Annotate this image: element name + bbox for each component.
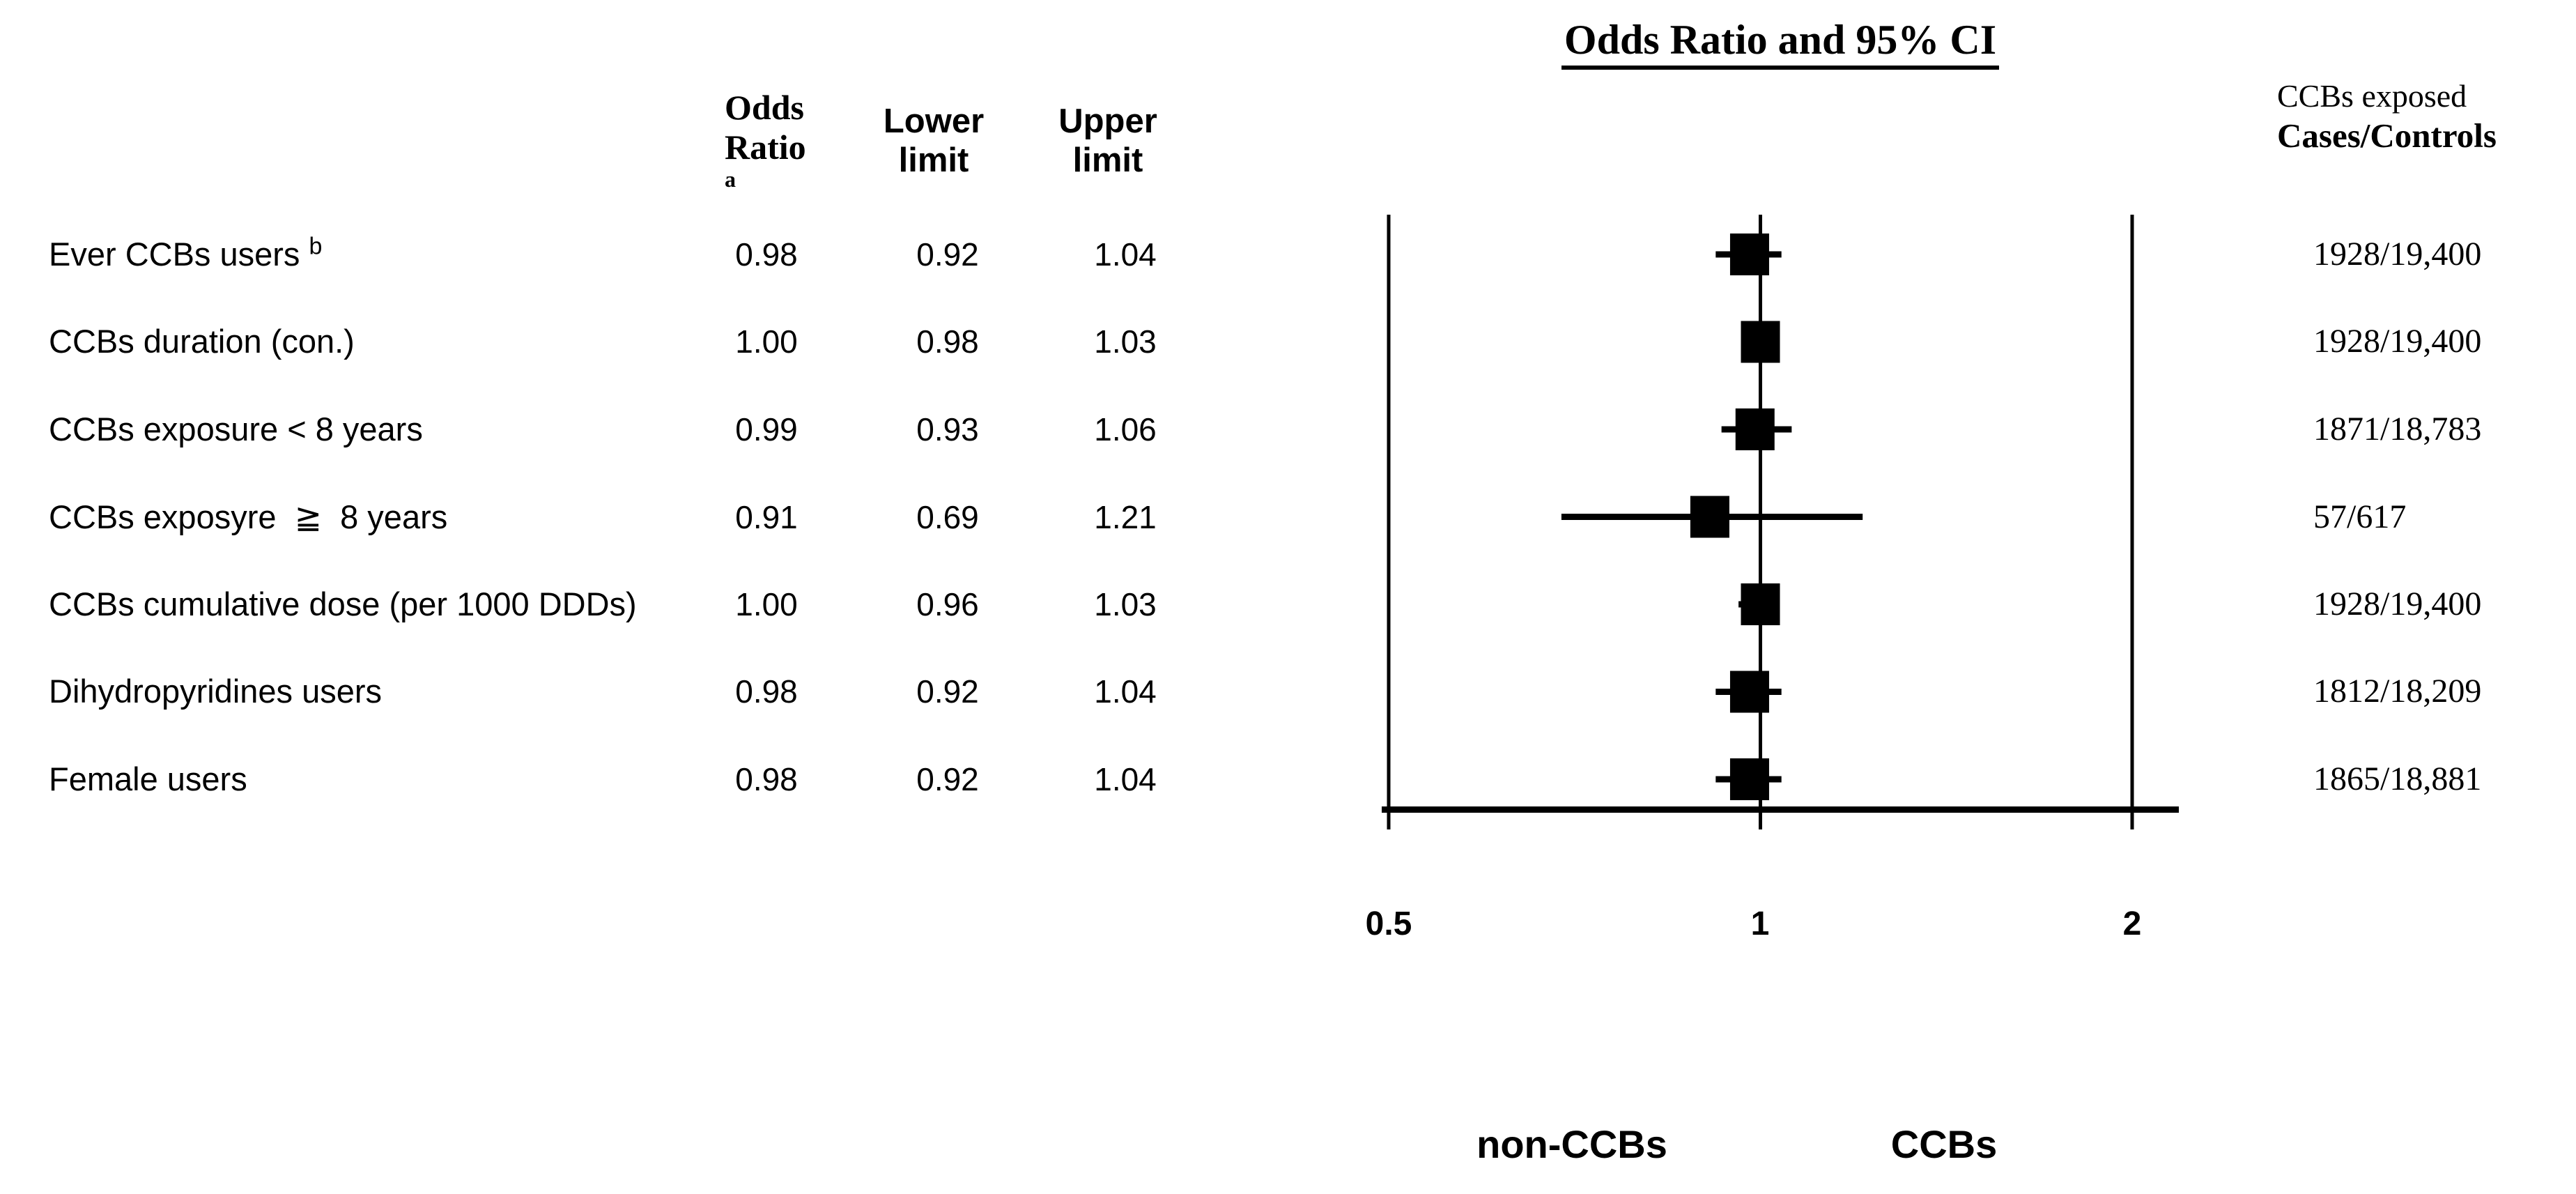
lower-limit-value: 0.93	[916, 411, 979, 447]
point-estimate-marker	[1741, 583, 1780, 625]
ci-whisker	[1715, 776, 1782, 783]
ci-whisker	[1749, 339, 1777, 345]
cases-controls-value: 1928/19,400	[2313, 236, 2482, 273]
point-estimate-marker	[1729, 234, 1769, 275]
axis-rule-2	[2130, 215, 2134, 829]
ci-whisker	[1561, 514, 1863, 520]
row-label: Dihydropyridines users	[49, 673, 383, 710]
ci-whisker	[1715, 251, 1782, 258]
ci-whisker	[1715, 689, 1782, 695]
cases-controls-value: 1865/18,881	[2313, 760, 2482, 797]
odds-ratio-value: 0.98	[735, 761, 798, 797]
upper-limit-column-header: Upper limit	[1058, 102, 1157, 179]
x-axis-line	[1382, 806, 2179, 813]
cases-controls-value: 57/617	[2313, 498, 2407, 535]
figure-title: Odds Ratio and 95% CI	[1561, 17, 2000, 70]
lower-limit-value: 0.92	[916, 761, 979, 797]
point-estimate-marker	[1735, 408, 1775, 450]
ci-whisker	[1738, 601, 1777, 608]
row-label: CCBs cumulative dose (per 1000 DDDs)	[49, 585, 637, 622]
figure-title-wrap: Odds Ratio and 95% CI	[1463, 17, 2097, 70]
footnote-marker-b: b	[309, 233, 323, 260]
cases-controls-value: 1928/19,400	[2313, 585, 2482, 622]
group-label-non-ccbs: non-CCBs	[1476, 1122, 1667, 1166]
odds-ratio-value: 0.98	[735, 673, 798, 710]
ci-whisker	[1721, 426, 1792, 433]
point-estimate-marker	[1741, 321, 1780, 363]
upper-limit-value: 1.03	[1094, 586, 1157, 622]
row-label: CCBs duration (con.)	[49, 323, 355, 360]
lower-limit-value: 0.98	[916, 323, 979, 360]
cases-controls-column-header: CCBs exposed Cases/Controls	[2277, 77, 2497, 156]
axis-rule-1	[1759, 215, 1762, 829]
odds-ratio-column-header: Odds Ratio a	[725, 88, 857, 191]
group-label-ccbs: CCBs	[1890, 1122, 1998, 1166]
row-label: CCBs exposyre ≧ 8 years	[49, 498, 448, 535]
upper-limit-value: 1.04	[1094, 761, 1157, 797]
lower-limit-value: 0.92	[916, 673, 979, 710]
lower-limit-value: 0.96	[916, 586, 979, 622]
x-tick-0.5: 0.5	[1365, 905, 1412, 942]
point-estimate-marker	[1729, 758, 1769, 800]
upper-limit-value: 1.04	[1094, 236, 1157, 273]
point-estimate-marker	[1690, 496, 1729, 538]
cases-controls-value: 1871/18,783	[2313, 411, 2482, 447]
upper-limit-value: 1.04	[1094, 673, 1157, 710]
upper-limit-value: 1.06	[1094, 411, 1157, 447]
upper-limit-value: 1.21	[1094, 499, 1157, 535]
odds-ratio-value: 1.00	[735, 586, 798, 622]
lower-limit-value: 0.92	[916, 236, 979, 273]
upper-limit-value: 1.03	[1094, 323, 1157, 360]
odds-ratio-value: 0.91	[735, 499, 798, 535]
odds-ratio-header-footnote: a	[725, 167, 736, 192]
cases-controls-value: 1812/18,209	[2313, 673, 2482, 710]
odds-ratio-value: 1.00	[735, 323, 798, 360]
x-tick-1: 1	[1750, 905, 1770, 942]
cases-controls-header-line1: CCBs exposed	[2277, 78, 2467, 114]
lower-limit-column-header: Lower limit	[883, 102, 985, 179]
row-label: Ever CCBs users b	[49, 233, 323, 273]
cases-controls-value: 1928/19,400	[2313, 323, 2482, 360]
odds-ratio-value: 0.98	[735, 236, 798, 273]
row-label: CCBs exposure < 8 years	[49, 411, 423, 447]
row-label: Female users	[49, 760, 247, 797]
axis-rule-0.5	[1387, 215, 1391, 829]
point-estimate-marker	[1729, 671, 1769, 713]
lower-limit-value: 0.69	[916, 499, 979, 535]
x-tick-2: 2	[2122, 905, 2142, 942]
odds-ratio-header-label: Odds Ratio	[725, 88, 806, 167]
cases-controls-header-line2: Cases/Controls	[2277, 116, 2497, 155]
odds-ratio-value: 0.99	[735, 411, 798, 447]
